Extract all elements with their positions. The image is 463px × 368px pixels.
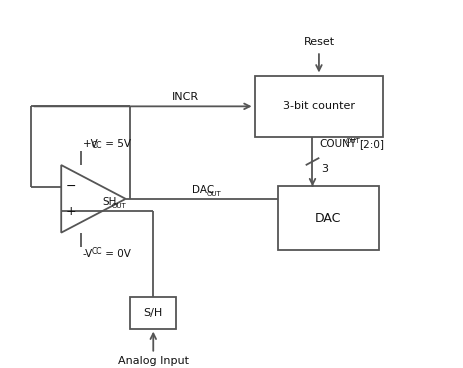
- Text: +V: +V: [83, 139, 99, 149]
- Text: 3: 3: [321, 164, 328, 174]
- Text: = 5V: = 5V: [102, 139, 131, 149]
- FancyBboxPatch shape: [277, 187, 379, 251]
- FancyBboxPatch shape: [130, 297, 176, 329]
- Text: −: −: [66, 180, 76, 193]
- FancyBboxPatch shape: [255, 76, 383, 137]
- Text: Analog Input: Analog Input: [118, 357, 189, 367]
- Text: +: +: [66, 205, 77, 217]
- Text: OUT: OUT: [345, 138, 360, 144]
- Text: DAC: DAC: [193, 185, 215, 195]
- Text: CC: CC: [92, 141, 102, 151]
- Polygon shape: [61, 165, 125, 233]
- Text: S/H: S/H: [144, 308, 163, 318]
- Text: [2:0]: [2:0]: [359, 139, 384, 149]
- Text: SH: SH: [103, 197, 117, 207]
- Text: COUNT: COUNT: [319, 139, 357, 149]
- Text: DAC: DAC: [315, 212, 341, 225]
- Text: Reset: Reset: [303, 37, 334, 47]
- Text: CC: CC: [92, 247, 102, 256]
- Text: = 0V: = 0V: [102, 249, 131, 259]
- Text: OUT: OUT: [207, 191, 222, 197]
- Text: INCR: INCR: [172, 92, 199, 102]
- Text: OUT: OUT: [112, 203, 126, 209]
- Text: 3-bit counter: 3-bit counter: [283, 101, 355, 112]
- Text: -V: -V: [83, 249, 93, 259]
